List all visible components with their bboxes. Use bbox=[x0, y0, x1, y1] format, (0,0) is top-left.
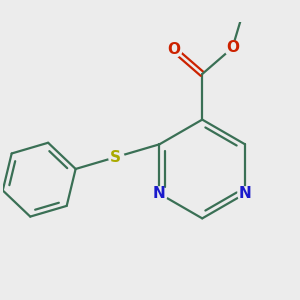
Text: N: N bbox=[238, 186, 251, 201]
Text: O: O bbox=[167, 42, 180, 57]
Text: O: O bbox=[226, 40, 239, 56]
Text: N: N bbox=[153, 186, 166, 201]
Text: S: S bbox=[110, 150, 121, 165]
